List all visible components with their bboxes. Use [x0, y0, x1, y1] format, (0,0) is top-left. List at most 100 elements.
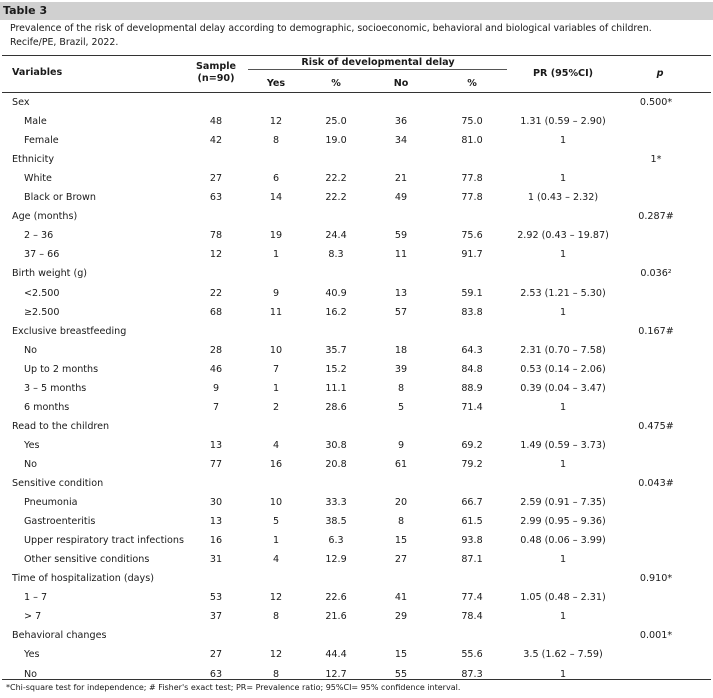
row-category-label: Male [24, 116, 47, 128]
cell-no-pct: 77.4 [461, 592, 483, 604]
row-variable-label: Time of hospitalization (days) [12, 573, 154, 585]
row-variable-label: Sex [12, 97, 30, 108]
cell-no: 36 [394, 116, 408, 128]
row-category-label: 2 – 36 [24, 230, 54, 242]
cell-p-value: 1* [650, 154, 662, 166]
cell-pr: 3.5 (1.62 – 7.59) [523, 649, 603, 661]
row-category-label: White [24, 173, 52, 185]
cell-sample: 77 [209, 458, 223, 470]
cell-no-pct: 87.3 [461, 668, 483, 680]
cell-no-pct: 78.4 [461, 611, 483, 623]
header-variables: Variables [12, 67, 63, 78]
cell-sample: 13 [209, 516, 223, 528]
cell-pr: 1 [559, 173, 567, 185]
cell-no-pct: 91.7 [461, 249, 483, 261]
row-category-label: No [24, 344, 38, 356]
header-yes-pct: % [331, 78, 341, 89]
cell-no-pct: 75.0 [461, 116, 483, 128]
row-category-label: Yes [24, 649, 40, 661]
cell-yes-pct: 35.7 [325, 344, 347, 356]
cell-yes-pct: 44.4 [325, 649, 347, 661]
cell-no: 5 [397, 401, 405, 413]
cell-pr: 2.99 (0.95 – 9.36) [520, 516, 606, 528]
cell-yes-pct: 6.3 [328, 535, 344, 547]
cell-yes-pct: 21.6 [325, 611, 347, 623]
cell-p-value: 0.036² [640, 268, 672, 280]
header-bottom-rule [2, 92, 711, 93]
row-category-label: Female [24, 135, 59, 147]
cell-no: 9 [397, 439, 405, 451]
cell-yes-pct: 30.8 [325, 439, 347, 451]
cell-yes: 8 [272, 668, 280, 680]
cell-sample: 27 [209, 649, 223, 661]
cell-pr: 1 [559, 458, 567, 470]
cell-no-pct: 87.1 [461, 554, 483, 566]
row-category-label: 6 months [24, 401, 70, 413]
cell-no: 27 [394, 554, 408, 566]
cell-sample: 30 [209, 497, 223, 509]
cell-pr: 1 (0.43 – 2.32) [527, 192, 599, 204]
cell-no: 34 [394, 135, 408, 147]
cell-pr: 2.59 (0.91 – 7.35) [520, 497, 606, 509]
cell-no: 13 [394, 287, 408, 299]
cell-pr: 2.92 (0.43 – 19.87) [517, 230, 609, 242]
cell-yes-pct: 28.6 [325, 401, 347, 413]
cell-yes: 12 [269, 116, 283, 128]
cell-yes-pct: 20.8 [325, 458, 347, 470]
header-top-rule [2, 55, 711, 56]
cell-pr: 0.53 (0.14 – 2.06) [520, 363, 606, 375]
cell-sample: 78 [209, 230, 223, 242]
row-category-label: Upper respiratory tract infections [24, 535, 184, 547]
table-footnote: *Chi-square test for independence; # Fis… [6, 683, 461, 692]
row-category-label: 3 – 5 months [24, 382, 87, 394]
header-group-rule [248, 69, 507, 70]
cell-sample: 28 [209, 344, 223, 356]
cell-no-pct: 66.7 [461, 497, 483, 509]
cell-no: 55 [394, 668, 408, 680]
cell-no-pct: 83.8 [461, 306, 483, 318]
row-category-label: Gastroenteritis [24, 516, 96, 528]
cell-p-value: 0.287# [638, 211, 674, 223]
cell-yes-pct: 12.9 [325, 554, 347, 566]
cell-sample: 9 [212, 382, 220, 394]
header-yes: Yes [266, 78, 286, 89]
cell-yes: 5 [272, 516, 280, 528]
header-p: p [656, 68, 664, 79]
cell-pr: 1.49 (0.59 – 3.73) [520, 439, 606, 451]
cell-no-pct: 61.5 [461, 516, 483, 528]
cell-pr: 1.05 (0.48 – 2.31) [520, 592, 606, 604]
cell-no: 21 [394, 173, 408, 185]
cell-no: 59 [394, 230, 408, 242]
table-bottom-rule [2, 679, 711, 680]
cell-no-pct: 93.8 [461, 535, 483, 547]
cell-no: 18 [394, 344, 408, 356]
cell-no-pct: 84.8 [461, 363, 483, 375]
cell-yes-pct: 12.7 [325, 668, 347, 680]
cell-no-pct: 64.3 [461, 344, 483, 356]
cell-yes: 12 [269, 592, 283, 604]
cell-yes: 2 [272, 401, 280, 413]
cell-sample: 31 [209, 554, 223, 566]
cell-yes-pct: 40.9 [325, 287, 347, 299]
table-caption: Prevalence of the risk of developmental … [10, 23, 652, 48]
table-label: Table 3 [3, 4, 48, 17]
cell-yes: 11 [269, 306, 283, 318]
row-category-label: No [24, 668, 38, 680]
cell-yes: 19 [269, 230, 283, 242]
cell-yes: 10 [269, 497, 283, 509]
cell-no: 61 [394, 458, 408, 470]
cell-sample: 48 [209, 116, 223, 128]
cell-pr: 0.39 (0.04 – 3.47) [520, 382, 606, 394]
cell-yes: 4 [272, 439, 280, 451]
cell-p-value: 0.043# [638, 478, 674, 489]
cell-yes: 1 [272, 535, 280, 547]
cell-no-pct: 59.1 [461, 287, 483, 299]
cell-yes: 12 [269, 649, 283, 661]
cell-no: 41 [394, 592, 408, 604]
row-category-label: 1 – 7 [24, 592, 48, 604]
cell-yes-pct: 33.3 [325, 497, 347, 509]
cell-pr: 1 [559, 401, 567, 413]
cell-sample: 37 [209, 611, 223, 623]
cell-yes: 1 [272, 382, 280, 394]
